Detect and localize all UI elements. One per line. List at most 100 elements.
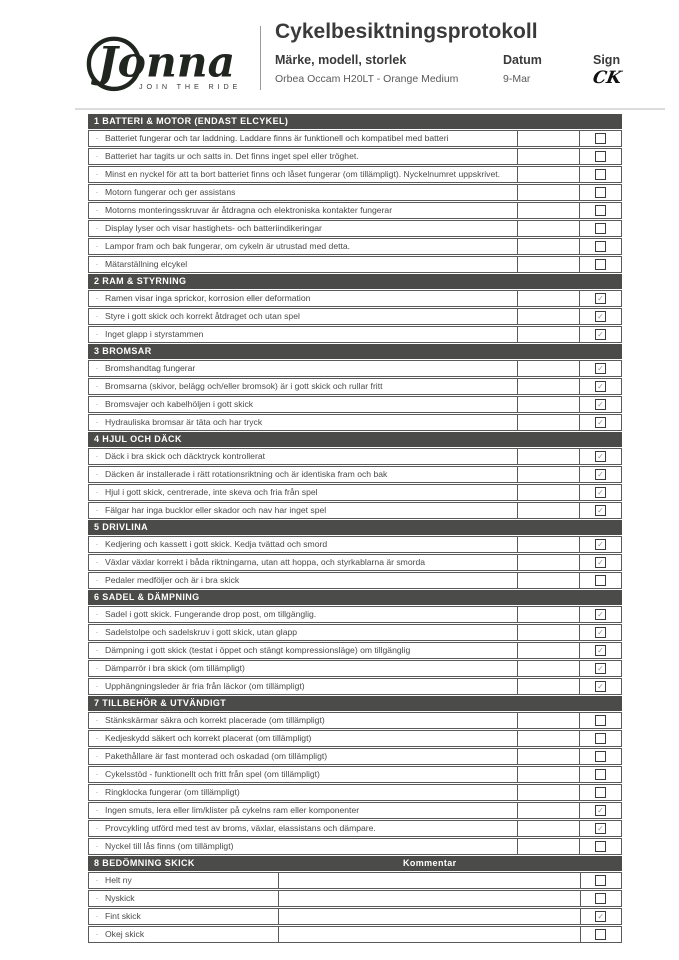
spacer-cell [517,397,579,412]
bullet-dot-icon: · [95,788,99,797]
field-value[interactable]: Orbea Occam H20LT - Orange Medium [275,73,459,85]
item-text-cell: · Ramen visar inga sprickor, korrosion el… [89,291,517,306]
bullet-dot-icon: · [95,540,99,549]
checkbox-unchecked[interactable] [594,787,606,798]
item-text: Fälgar har inga bucklor eller skador och… [105,505,327,515]
checkbox-checked[interactable]: ✓ [594,417,606,428]
checkbox-unchecked[interactable] [594,187,606,198]
checkbox-unchecked[interactable] [594,241,606,252]
bullet-dot-icon: · [95,734,99,743]
logo-wordmark: Jonna [91,37,236,87]
checkbox-cell [578,785,621,800]
bullet-dot-icon: · [95,152,99,161]
checklist-row: · Display lyser och visar hastighets- och… [88,220,622,237]
comment-cell[interactable] [278,873,579,888]
checkbox-cell: ✓ [578,625,621,640]
checkbox-unchecked[interactable] [594,733,606,744]
checkbox-cell [578,203,621,218]
checkbox-cell [578,185,621,200]
checkbox-checked[interactable]: ✓ [594,805,606,816]
section-header: 6 SADEL & DÄMPNING [88,590,622,605]
checkbox-checked[interactable]: ✓ [594,363,606,374]
item-text: Provcykling utförd med test av broms, vä… [105,823,376,833]
checkbox-checked[interactable]: ✓ [594,293,606,304]
checkbox-checked[interactable]: ✓ [594,381,606,392]
bullet-dot-icon: · [95,716,99,725]
checkbox-cell: ✓ [578,503,621,518]
item-text-cell: · Batteriet fungerar och tar laddning. La… [89,131,517,146]
checkbox-unchecked[interactable] [594,223,606,234]
item-text: Display lyser och visar hastighets- och … [105,223,322,233]
checkbox-unchecked[interactable] [595,893,607,904]
checklist-table: 1 BATTERI & MOTOR (ENDAST ELCYKEL) · Batte… [88,114,622,943]
checklist-row: · Motorn fungerar och ger assistans [88,184,622,201]
checkbox-checked[interactable]: ✓ [594,627,606,638]
checkbox-unchecked[interactable] [594,205,606,216]
item-text: Hydrauliska bromsar är täta och har tryc… [105,417,263,427]
bullet-dot-icon: · [95,806,99,815]
spacer-cell [517,257,579,272]
checkbox-unchecked[interactable] [594,133,606,144]
checkbox-unchecked[interactable] [594,259,606,270]
checkbox-unchecked[interactable] [595,875,607,886]
item-text: Sadel i gott skick. Fungerande drop post… [105,609,317,619]
checkbox-unchecked[interactable] [594,841,606,852]
item-text-cell: · Däcken är installerade i rätt rotations… [89,467,517,482]
spacer-cell [517,503,579,518]
section-title: 2 RAM & STYRNING [94,276,187,286]
signature-value[interactable]: CK [591,68,624,88]
comment-cell[interactable] [278,891,579,906]
item-text-cell: · Styre i gott skick och korrekt åtdraget… [89,309,517,324]
checkbox-checked[interactable]: ✓ [594,681,606,692]
item-text: Nyskick [105,893,135,903]
checklist-row: · Fälgar har inga bucklor eller skador oc… [88,502,622,519]
checkbox-checked[interactable]: ✓ [594,329,606,340]
checkbox-cell: ✓ [578,361,621,376]
checklist-row: · Ringklocka fungerar (om tillämpligt) [88,784,622,801]
checklist-row: · Styre i gott skick och korrekt åtdraget… [88,308,622,325]
spacer-cell [517,625,579,640]
bullet-dot-icon: · [95,294,99,303]
bullet-dot-icon: · [95,770,99,779]
checkbox-checked[interactable]: ✓ [594,823,606,834]
checkbox-checked[interactable]: ✓ [594,505,606,516]
comment-cell[interactable] [278,909,579,924]
item-text: Kedjering och kassett i gott skick. Kedj… [105,539,328,549]
bullet-dot-icon: · [95,470,99,479]
checkbox-checked[interactable]: ✓ [594,663,606,674]
bullet-dot-icon: · [95,170,99,179]
checkbox-checked[interactable]: ✓ [594,539,606,550]
checkbox-checked[interactable]: ✓ [594,469,606,480]
section-header: 2 RAM & STYRNING [88,274,622,289]
checkbox-unchecked[interactable] [595,929,607,940]
checkbox-cell: ✓ [578,661,621,676]
checkbox-checked[interactable]: ✓ [594,557,606,568]
item-text-cell: · Fälgar har inga bucklor eller skador oc… [89,503,517,518]
item-text-cell: · Dämpning i gott skick (testat i öppet o… [89,643,517,658]
checkbox-unchecked[interactable] [594,575,606,586]
checkbox-checked[interactable]: ✓ [594,645,606,656]
bullet-dot-icon: · [95,912,99,921]
checkbox-checked[interactable]: ✓ [594,399,606,410]
checklist-row: · Ramen visar inga sprickor, korrosion el… [88,290,622,307]
comment-cell[interactable] [278,927,579,942]
checklist-row: · Bromsarna (skivor, belägg och/eller bro… [88,378,622,395]
item-text: Mätarställning elcykel [105,259,188,269]
checklist-row: · Helt ny [88,872,622,889]
datum-value[interactable]: 9-Mar [503,73,531,85]
section-title: 7 TILLBEHÖR & UTVÄNDIGT [94,698,227,708]
spacer-cell [517,679,579,694]
checkbox-checked[interactable]: ✓ [595,911,607,922]
checkbox-unchecked[interactable] [594,169,606,180]
checkbox-unchecked[interactable] [594,151,606,162]
checkbox-checked[interactable]: ✓ [594,311,606,322]
checkbox-unchecked[interactable] [594,769,606,780]
bullet-dot-icon: · [95,400,99,409]
checkbox-checked[interactable]: ✓ [594,451,606,462]
checkbox-checked[interactable]: ✓ [594,609,606,620]
item-text: Däcken är installerade i rätt rotationsr… [105,469,388,479]
checkbox-unchecked[interactable] [594,715,606,726]
checkbox-cell [579,873,622,888]
checkbox-unchecked[interactable] [594,751,606,762]
checkbox-checked[interactable]: ✓ [594,487,606,498]
